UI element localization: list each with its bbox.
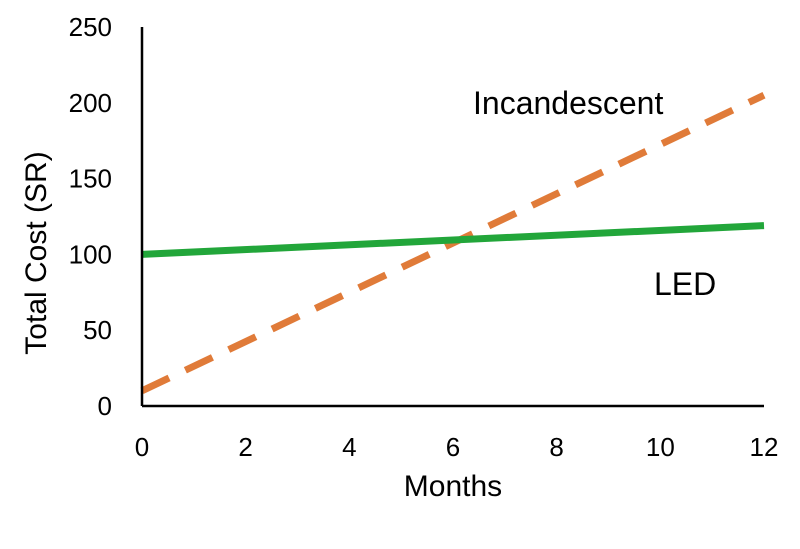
x-tick-labels: 0 2 4 6 8 10 12	[135, 432, 779, 462]
y-tick-label: 200	[69, 88, 112, 118]
series-label-incandescent: Incandescent	[473, 85, 663, 121]
x-axis-title: Months	[404, 470, 502, 503]
y-axis-title: Total Cost (SR)	[20, 151, 53, 354]
x-tick-label: 12	[750, 432, 779, 462]
series-layer	[140, 92, 766, 395]
series-line-led	[141, 222, 765, 258]
y-tick-label: 0	[98, 391, 112, 421]
series-label-led: LED	[654, 266, 716, 302]
y-tick-label: 150	[69, 164, 112, 194]
x-tick-label: 4	[342, 432, 356, 462]
x-tick-label: 10	[646, 432, 675, 462]
axes-layer	[140, 27, 764, 408]
y-tick-labels: 0 50 100 150 200 250	[69, 12, 112, 421]
y-tick-label: 50	[83, 315, 112, 345]
y-tick-label: 100	[69, 239, 112, 269]
x-tick-label: 8	[549, 432, 563, 462]
x-tick-label: 6	[446, 432, 460, 462]
y-tick-label: 250	[69, 12, 112, 42]
x-tick-label: 2	[238, 432, 252, 462]
x-tick-label: 0	[135, 432, 149, 462]
